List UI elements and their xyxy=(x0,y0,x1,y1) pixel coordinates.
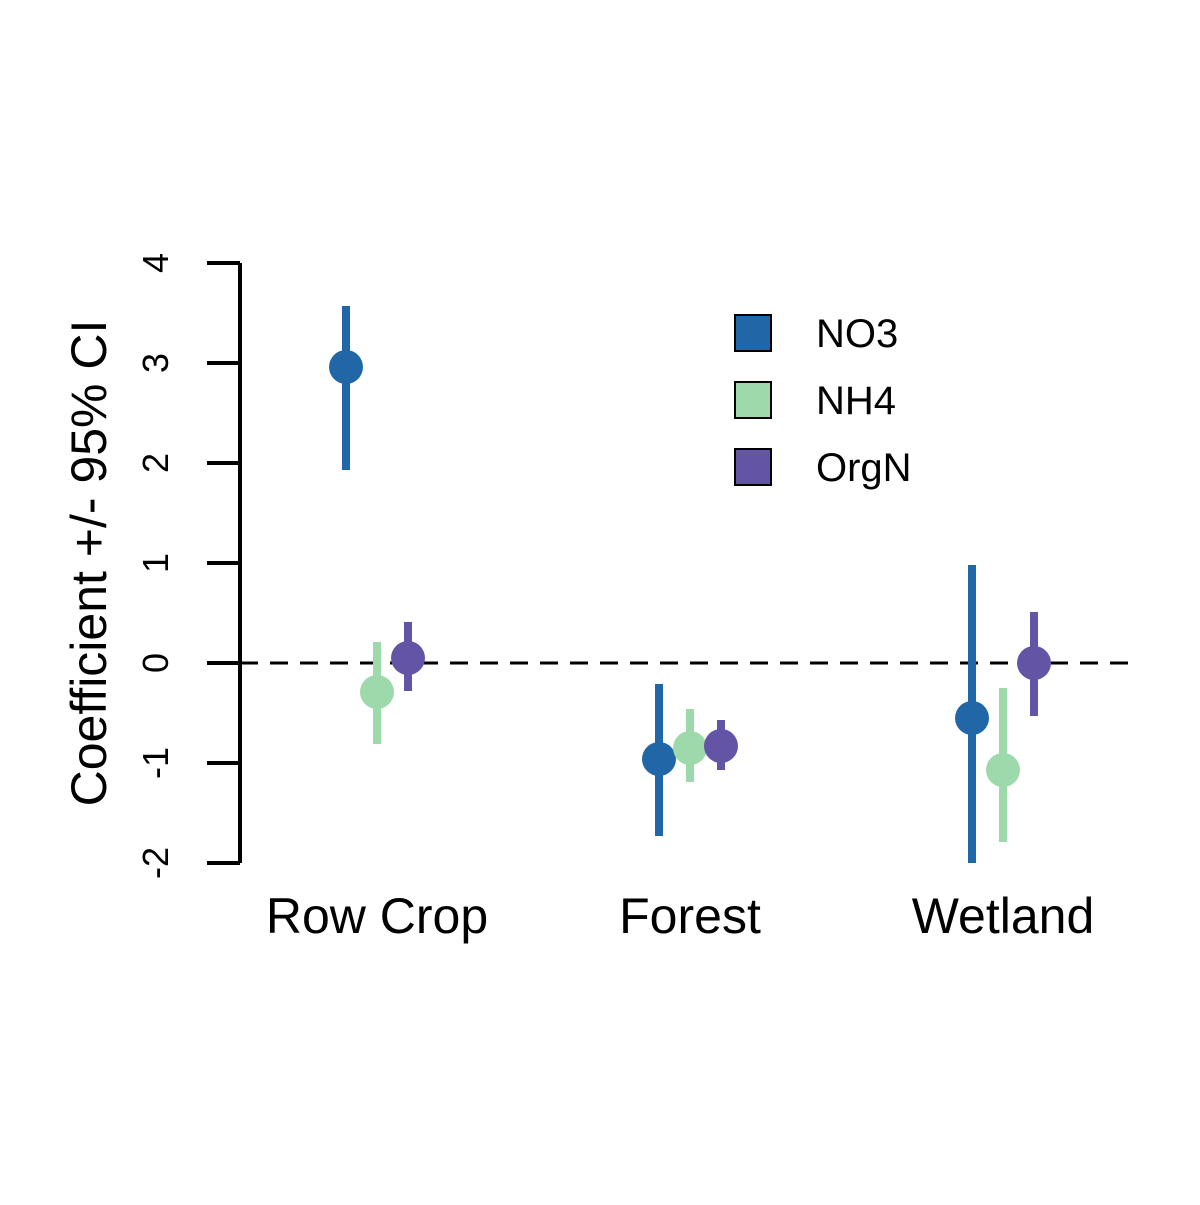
x-category-label: Row Crop xyxy=(266,888,488,944)
y-tick-label: -2 xyxy=(135,847,176,879)
legend-swatch-nh4 xyxy=(734,381,772,419)
point-orgn xyxy=(391,641,425,675)
y-axis-label: Coefficient +/- 95% CI xyxy=(61,320,117,807)
point-no3 xyxy=(642,742,676,776)
legend-swatch-no3 xyxy=(734,314,772,352)
point-nh4 xyxy=(673,731,707,765)
y-tick-label: 4 xyxy=(135,253,176,273)
y-tick-label: -1 xyxy=(135,747,176,779)
y-tick-label: 1 xyxy=(135,553,176,573)
y-tick-label: 2 xyxy=(135,453,176,473)
y-tick-label: 3 xyxy=(135,353,176,373)
point-no3 xyxy=(955,701,989,735)
legend-label-orgn: OrgN xyxy=(816,446,912,490)
x-category-label: Wetland xyxy=(912,888,1095,944)
legend-label-no3: NO3 xyxy=(816,312,898,356)
y-tick-label: 0 xyxy=(135,653,176,673)
point-nh4 xyxy=(986,753,1020,787)
point-orgn xyxy=(1017,646,1051,680)
point-nh4 xyxy=(360,675,394,709)
legend-label-nh4: NH4 xyxy=(816,379,896,423)
legend-swatch-orgn xyxy=(734,448,772,486)
x-category-label: Forest xyxy=(619,888,761,944)
point-no3 xyxy=(329,350,363,384)
point-orgn xyxy=(704,729,738,763)
